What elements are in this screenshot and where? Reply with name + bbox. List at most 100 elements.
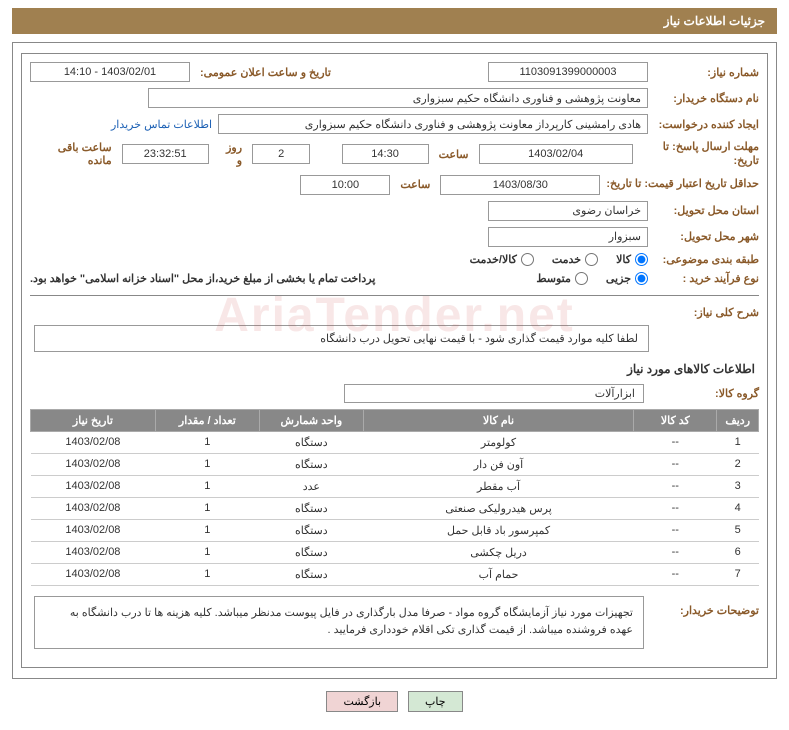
print-button[interactable]: چاپ bbox=[408, 691, 463, 712]
buyer-contact-link[interactable]: اطلاعات تماس خریدار bbox=[111, 118, 212, 131]
radio-service-label: خدمت bbox=[552, 253, 581, 266]
th-code: کد کالا bbox=[634, 409, 717, 431]
cell-unit: دستگاه bbox=[259, 497, 363, 519]
cell-name: حمام آب bbox=[363, 563, 633, 585]
cell-qty: 1 bbox=[155, 519, 259, 541]
validity-time: 10:00 bbox=[300, 175, 390, 195]
cell-idx: 3 bbox=[717, 475, 759, 497]
cell-name: پرس هیدرولیکی صنعتی bbox=[363, 497, 633, 519]
radio-goods-label: کالا bbox=[616, 253, 631, 266]
goods-table: ردیف کد کالا نام کالا واحد شمارش تعداد /… bbox=[30, 409, 759, 586]
remaining-time: 23:32:51 bbox=[122, 144, 209, 164]
purchase-type-group: جزیی متوسط bbox=[536, 272, 648, 285]
radio-small-input[interactable] bbox=[635, 272, 648, 285]
cell-name: کمپرسور باد قابل حمل bbox=[363, 519, 633, 541]
category-radio-group: کالا خدمت کالا/خدمت bbox=[470, 253, 648, 266]
cell-qty: 1 bbox=[155, 453, 259, 475]
province-label: استان محل تحویل: bbox=[654, 204, 759, 217]
cell-unit: دستگاه bbox=[259, 541, 363, 563]
requester-value: هادی رامشینی کارپرداز معاونت پژوهشی و فن… bbox=[218, 114, 648, 134]
goods-info-title: اطلاعات کالاهای مورد نیاز bbox=[34, 362, 755, 376]
th-qty: تعداد / مقدار bbox=[155, 409, 259, 431]
radio-service[interactable]: خدمت bbox=[552, 253, 598, 266]
payment-note: پرداخت تمام یا بخشی از مبلغ خرید،از محل … bbox=[30, 272, 375, 285]
cell-qty: 1 bbox=[155, 475, 259, 497]
radio-small-label: جزیی bbox=[606, 272, 631, 285]
table-row: 2--آون فن داردستگاه11403/02/08 bbox=[31, 453, 759, 475]
table-row: 6--دریل چکشیدستگاه11403/02/08 bbox=[31, 541, 759, 563]
province-value: خراسان رضوی bbox=[488, 201, 648, 221]
announce-datetime-label: تاریخ و ساعت اعلان عمومی: bbox=[200, 66, 331, 79]
goods-group-label: گروه کالا: bbox=[654, 387, 759, 400]
buyer-value: معاونت پژوهشی و فناوری دانشگاه حکیم سبزو… bbox=[148, 88, 648, 108]
cell-date: 1403/02/08 bbox=[31, 453, 156, 475]
announce-datetime-value: 1403/02/01 - 14:10 bbox=[30, 62, 190, 82]
th-name: نام کالا bbox=[363, 409, 633, 431]
th-date: تاریخ نیاز bbox=[31, 409, 156, 431]
cell-name: آب مقطر bbox=[363, 475, 633, 497]
cell-qty: 1 bbox=[155, 563, 259, 585]
table-row: 7--حمام آبدستگاه11403/02/08 bbox=[31, 563, 759, 585]
cell-code: -- bbox=[634, 453, 717, 475]
cell-code: -- bbox=[634, 541, 717, 563]
radio-goods-input[interactable] bbox=[635, 253, 648, 266]
buyer-label: نام دستگاه خریدار: bbox=[654, 92, 759, 105]
radio-goods-service-input[interactable] bbox=[521, 253, 534, 266]
cell-code: -- bbox=[634, 497, 717, 519]
cell-date: 1403/02/08 bbox=[31, 563, 156, 585]
details-panel: شماره نیاز: 1103091399000003 تاریخ و ساع… bbox=[21, 53, 768, 668]
cell-date: 1403/02/08 bbox=[31, 519, 156, 541]
deadline-date: 1403/02/04 bbox=[479, 144, 633, 164]
cell-idx: 6 bbox=[717, 541, 759, 563]
main-container: شماره نیاز: 1103091399000003 تاریخ و ساع… bbox=[12, 42, 777, 679]
radio-goods-service-label: کالا/خدمت bbox=[470, 253, 517, 266]
city-label: شهر محل تحویل: bbox=[654, 230, 759, 243]
cell-code: -- bbox=[634, 475, 717, 497]
validity-label: حداقل تاریخ اعتبار قیمت: تا تاریخ: bbox=[606, 177, 759, 191]
cell-idx: 7 bbox=[717, 563, 759, 585]
cell-code: -- bbox=[634, 563, 717, 585]
table-row: 3--آب مقطرعدد11403/02/08 bbox=[31, 475, 759, 497]
deadline-time: 14:30 bbox=[342, 144, 429, 164]
radio-small[interactable]: جزیی bbox=[606, 272, 648, 285]
cell-code: -- bbox=[634, 519, 717, 541]
cell-qty: 1 bbox=[155, 497, 259, 519]
cell-code: -- bbox=[634, 431, 717, 453]
radio-medium-input[interactable] bbox=[575, 272, 588, 285]
table-row: 1--کولومتردستگاه11403/02/08 bbox=[31, 431, 759, 453]
cell-name: دریل چکشی bbox=[363, 541, 633, 563]
cell-unit: دستگاه bbox=[259, 563, 363, 585]
radio-medium[interactable]: متوسط bbox=[536, 272, 588, 285]
goods-group-value: ابزارآلات bbox=[344, 384, 644, 403]
table-row: 4--پرس هیدرولیکی صنعتیدستگاه11403/02/08 bbox=[31, 497, 759, 519]
general-desc-value: لطفا کلیه موارد قیمت گذاری شود - با قیمت… bbox=[34, 325, 649, 352]
cell-qty: 1 bbox=[155, 541, 259, 563]
table-row: 5--کمپرسور باد قابل حملدستگاه11403/02/08 bbox=[31, 519, 759, 541]
cell-date: 1403/02/08 bbox=[31, 475, 156, 497]
remaining-suffix: ساعت باقی مانده bbox=[34, 141, 112, 167]
back-button[interactable]: بازگشت bbox=[326, 691, 398, 712]
cell-date: 1403/02/08 bbox=[31, 541, 156, 563]
cell-qty: 1 bbox=[155, 431, 259, 453]
remaining-days: 2 bbox=[252, 144, 310, 164]
cell-unit: دستگاه bbox=[259, 519, 363, 541]
page-header: جزئیات اطلاعات نیاز bbox=[12, 8, 777, 34]
buyer-notes-label: توضیحات خریدار: bbox=[654, 596, 759, 617]
cell-date: 1403/02/08 bbox=[31, 497, 156, 519]
radio-goods[interactable]: کالا bbox=[616, 253, 648, 266]
general-desc-label: شرح کلی نیاز: bbox=[654, 306, 759, 319]
cell-unit: عدد bbox=[259, 475, 363, 497]
cell-unit: دستگاه bbox=[259, 453, 363, 475]
deadline-label: مهلت ارسال پاسخ: تا تاریخ: bbox=[639, 140, 759, 169]
cell-date: 1403/02/08 bbox=[31, 431, 156, 453]
category-label: طبقه بندی موضوعی: bbox=[654, 253, 759, 266]
radio-goods-service[interactable]: کالا/خدمت bbox=[470, 253, 534, 266]
cell-unit: دستگاه bbox=[259, 431, 363, 453]
day-and-label: روز و bbox=[219, 141, 242, 167]
buyer-notes-value: تجهیزات مورد نیاز آزمایشگاه گروه مواد - … bbox=[34, 596, 644, 649]
radio-service-input[interactable] bbox=[585, 253, 598, 266]
cell-name: آون فن دار bbox=[363, 453, 633, 475]
cell-idx: 2 bbox=[717, 453, 759, 475]
validity-date: 1403/08/30 bbox=[440, 175, 600, 195]
time-word-2: ساعت bbox=[400, 178, 430, 191]
